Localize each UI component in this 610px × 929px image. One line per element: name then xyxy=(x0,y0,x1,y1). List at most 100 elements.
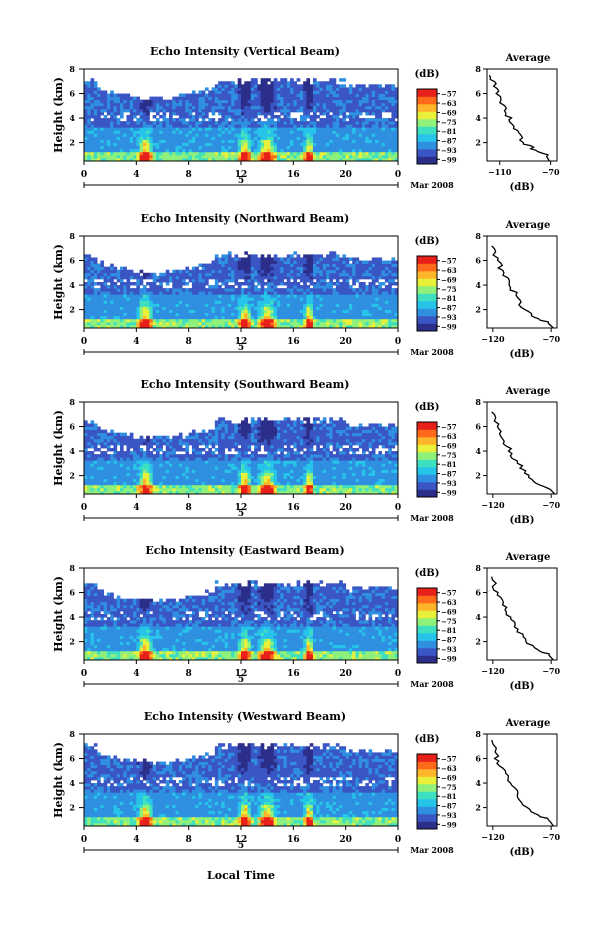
heatmap-cell xyxy=(106,142,111,147)
heatmap-cell xyxy=(352,291,356,295)
heatmap-cell xyxy=(322,263,327,268)
heatmap-cell xyxy=(276,291,281,295)
heatmap-cell xyxy=(378,272,383,277)
heatmap-cell xyxy=(339,118,343,122)
heatmap-cell xyxy=(365,269,369,274)
heatmap-cell xyxy=(299,285,304,289)
heatmap-cell xyxy=(123,133,127,137)
heatmap-cell xyxy=(227,260,232,264)
heatmap-cell xyxy=(247,136,252,140)
heatmap-cell xyxy=(208,139,212,143)
heatmap-cell xyxy=(312,269,317,274)
heatmap-cell xyxy=(218,269,222,274)
heatmap-cell xyxy=(358,282,363,286)
heatmap-cell xyxy=(394,154,399,159)
heatmap-cell xyxy=(169,318,173,323)
heatmap-cell xyxy=(188,127,193,131)
heatmap-cell xyxy=(329,278,333,283)
heatmap-cell xyxy=(139,118,144,122)
heatmap-cell xyxy=(303,266,307,271)
heatmap-cell xyxy=(241,93,245,97)
heatmap-cell xyxy=(84,272,88,277)
heatmap-cell xyxy=(244,115,248,119)
heatmap-cell xyxy=(322,285,327,289)
heatmap-cell xyxy=(365,285,369,289)
heatmap-cell xyxy=(172,102,176,107)
heatmap-cell xyxy=(136,139,140,143)
heatmap-cell xyxy=(100,438,105,443)
heatmap-cell xyxy=(247,133,252,137)
heatmap-cell xyxy=(391,96,396,101)
heatmap-cell xyxy=(146,466,150,470)
heatmap-cell xyxy=(113,139,118,143)
heatmap-cell xyxy=(263,93,268,97)
heatmap-cell xyxy=(214,130,219,134)
heatmap-cell xyxy=(394,306,399,310)
heatmap-cell xyxy=(368,285,373,289)
heatmap-cell xyxy=(87,288,91,292)
heatmap-cell xyxy=(290,154,294,159)
heatmap-cell xyxy=(214,154,219,159)
heatmap-cell xyxy=(388,93,392,97)
heatmap-cell xyxy=(205,133,209,137)
heatmap-cell xyxy=(182,303,186,307)
heatmap-cell xyxy=(218,130,222,134)
heatmap-cell xyxy=(119,288,124,292)
heatmap-cell xyxy=(244,145,248,150)
heatmap-cell xyxy=(165,139,170,143)
heatmap-cell xyxy=(165,124,170,128)
heatmap-cell xyxy=(201,272,206,277)
heatmap-cell xyxy=(241,151,245,156)
heatmap-cell xyxy=(391,294,396,298)
heatmap-cell xyxy=(332,130,337,134)
heatmap-cell xyxy=(214,300,219,304)
heatmap-cell xyxy=(175,145,180,150)
heatmap-cell xyxy=(286,297,291,301)
heatmap-cell xyxy=(142,315,147,320)
heatmap-cell xyxy=(312,99,317,104)
heatmap-cell xyxy=(326,254,330,258)
heatmap-cell xyxy=(365,127,369,131)
heatmap-cell xyxy=(185,145,190,150)
heatmap-cell xyxy=(290,78,294,82)
heatmap-cell xyxy=(116,466,121,470)
heatmap-cell xyxy=(312,127,317,131)
heatmap-cell xyxy=(276,297,281,301)
heatmap-cell xyxy=(348,118,353,122)
heatmap-cell xyxy=(365,315,369,320)
heatmap-cell xyxy=(84,84,88,88)
heatmap-cell xyxy=(316,139,320,143)
heatmap-cell xyxy=(90,435,95,440)
heatmap-cell xyxy=(381,269,386,274)
heatmap-cell xyxy=(198,90,203,94)
heatmap-cell xyxy=(221,288,226,292)
heatmap-cell xyxy=(368,282,373,286)
heatmap-cell xyxy=(198,111,203,116)
heatmap-cell xyxy=(136,105,140,110)
heatmap-cell xyxy=(257,99,262,104)
heatmap-cell xyxy=(198,154,203,159)
heatmap-cell xyxy=(97,263,101,268)
heatmap-cell xyxy=(335,324,340,329)
heatmap-cell xyxy=(286,260,291,264)
heatmap-cell xyxy=(345,90,350,94)
heatmap-cell xyxy=(358,139,363,143)
heatmap-cell xyxy=(260,288,265,292)
heatmap-cell xyxy=(133,438,137,443)
heatmap-cell xyxy=(303,318,307,323)
heatmap-cell xyxy=(267,257,271,261)
heatmap-cell xyxy=(126,312,131,317)
heatmap-cell xyxy=(198,321,203,326)
heatmap-cell xyxy=(345,102,350,107)
heatmap-cell xyxy=(198,291,203,295)
heatmap-cell xyxy=(188,145,193,150)
heatmap-cell xyxy=(146,142,150,147)
heatmap-cell xyxy=(378,84,383,88)
heatmap-cell xyxy=(169,291,173,295)
heatmap-cell xyxy=(119,469,124,473)
heatmap-cell xyxy=(159,318,163,323)
heatmap-cell xyxy=(332,139,337,143)
heatmap-cell xyxy=(231,118,235,122)
heatmap-cell xyxy=(244,266,248,271)
heatmap-cell xyxy=(198,300,203,304)
